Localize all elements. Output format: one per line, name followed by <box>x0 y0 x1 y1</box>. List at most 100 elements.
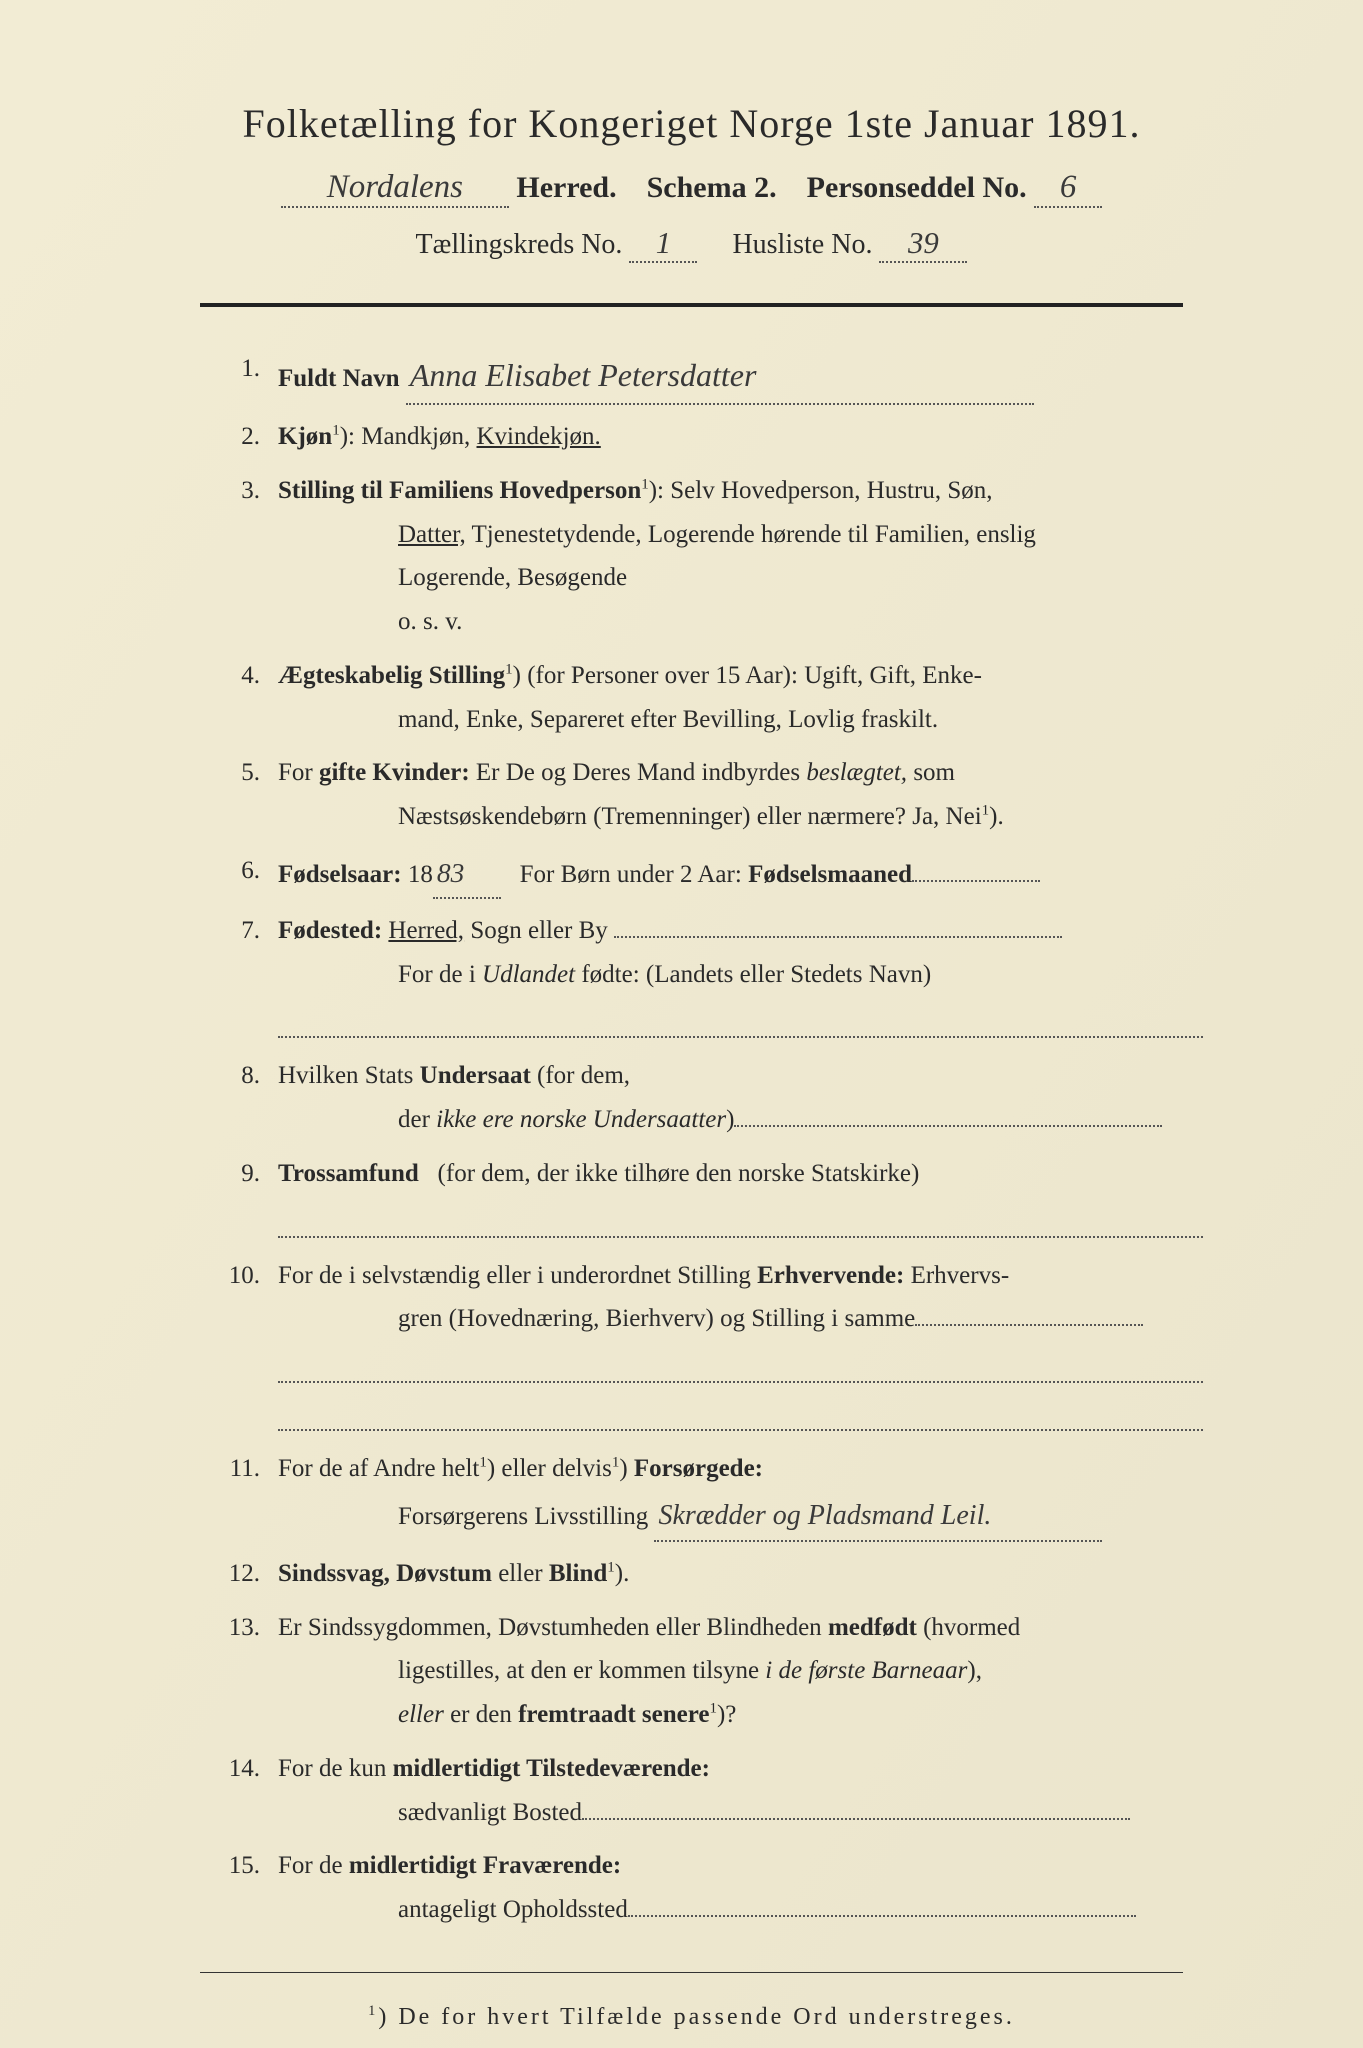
item-3: 3. Stilling til Familiens Hovedperson1):… <box>200 469 1203 644</box>
item-num: 11. <box>200 1447 278 1542</box>
item-4: 4. Ægteskabelig Stilling1) (for Personer… <box>200 654 1203 742</box>
field-label: Fødselsaar: <box>278 861 402 888</box>
item-num: 8. <box>200 1054 278 1142</box>
option-female-selected: Kvindekjøn. <box>477 423 601 450</box>
item-8: 8. Hvilken Stats Undersaat (for dem, der… <box>200 1054 1203 1142</box>
kreds-value: 1 <box>629 226 697 263</box>
text: ikke ere norske Undersaatter <box>436 1106 726 1133</box>
supporter-occupation-value: Skrædder og Pladsmand Leil. <box>654 1491 1102 1542</box>
item-num: 3. <box>200 469 278 644</box>
field-label: medfødt <box>828 1614 917 1641</box>
birth-year-value: 83 <box>433 849 501 899</box>
text: For de <box>278 1852 343 1879</box>
item-7: 7. Fødested: Herred, Sogn eller By For d… <box>200 909 1203 1045</box>
text: der <box>398 1106 430 1133</box>
item-num: 10. <box>200 1254 278 1438</box>
item-15: 15. For de midlertidigt Fraværende: anta… <box>200 1844 1203 1932</box>
text: For de i <box>398 961 476 988</box>
text: For de kun <box>278 1755 386 1782</box>
header-line-2: Nordalens Herred. Schema 2. Personseddel… <box>140 169 1243 208</box>
text: ligestilles, at den er kommen tilsyne <box>398 1657 759 1684</box>
text: (for dem, der ikke tilhøre den norske St… <box>438 1160 920 1187</box>
field-label: midlertidigt Tilstedeværende: <box>393 1755 710 1782</box>
text: Tjenestetydende, Logerende hørende til F… <box>472 521 1036 548</box>
citizenship-value <box>734 1125 1162 1127</box>
text: Udlandet <box>482 961 575 988</box>
item-num: 4. <box>200 654 278 742</box>
item-num: 1. <box>200 347 278 405</box>
text: For <box>278 759 313 786</box>
divider-bottom <box>200 1972 1183 1973</box>
item-num: 15. <box>200 1844 278 1932</box>
text: Erhvervs- <box>911 1262 1010 1289</box>
text: antageligt Opholdssted <box>398 1896 628 1923</box>
text: For de af Andre helt <box>278 1455 479 1482</box>
item-num: 13. <box>200 1606 278 1737</box>
field-label: gifte Kvinder: <box>319 759 470 786</box>
field-label: Ægteskabelig Stilling <box>278 662 505 689</box>
birthplace-herred-selected: Herred, <box>388 917 464 944</box>
field-label: Stilling til Familiens Hovedperson <box>278 477 641 504</box>
item-num: 12. <box>200 1552 278 1596</box>
text: (for Personer over 15 Aar): <box>527 662 798 689</box>
field-label: midlertidigt Fraværende: <box>349 1852 621 1879</box>
text: sædvanligt Bosted <box>398 1799 582 1826</box>
personseddel-label: Personseddel No. <box>807 171 1027 204</box>
item-1: 1. Fuldt Navn Anna Elisabet Petersdatter <box>200 347 1203 405</box>
census-form-page: Folketælling for Kongeriget Norge 1ste J… <box>0 0 1363 2048</box>
field-label: Fødselsmaaned <box>748 861 912 888</box>
item-9: 9. Trossamfund (for dem, der ikke tilhør… <box>200 1152 1203 1244</box>
text: (for dem, <box>537 1062 630 1089</box>
birth-month-value <box>912 880 1040 882</box>
item-num: 7. <box>200 909 278 1045</box>
divider-top <box>200 303 1183 307</box>
field-label: Undersaat <box>420 1062 531 1089</box>
item-num: 2. <box>200 415 278 459</box>
field-label: Erhvervende: <box>757 1262 904 1289</box>
field-label: Fuldt Navn <box>278 365 400 392</box>
text: For de i selvstændig eller i underordnet… <box>278 1262 751 1289</box>
text: eller <box>498 1560 542 1587</box>
text: Er De og Deres Mand indbyrdes <box>476 759 800 786</box>
item-6: 6. Fødselsaar: 1883 For Børn under 2 Aar… <box>200 849 1203 899</box>
field-label: Kjøn <box>278 423 332 450</box>
field-label: Fødested: <box>278 917 382 944</box>
kreds-label: Tællingskreds No. <box>416 229 623 260</box>
text: Selv Hovedperson, Hustru, Søn, <box>670 477 992 504</box>
option-male: Mandkjøn, <box>361 423 470 450</box>
full-name-value: Anna Elisabet Petersdatter <box>406 347 1034 405</box>
husliste-label: Husliste No. <box>732 229 872 260</box>
text: Logerende, Besøgende <box>398 564 627 591</box>
footnote: 1) De for hvert Tilfælde passende Ord un… <box>140 2003 1243 2031</box>
text: fødte: (Landets eller Stedets Navn) <box>581 961 931 988</box>
field-label: Forsørgede: <box>634 1455 763 1482</box>
current-location-value <box>628 1915 1136 1917</box>
text: Forsørgerens Livsstilling <box>398 1503 648 1530</box>
text: o. s. v. <box>398 608 462 635</box>
fill-line <box>278 996 1203 1038</box>
footnote-text: De for hvert Tilfælde passende Ord under… <box>398 2004 1015 2030</box>
text: beslægtet, <box>806 759 907 786</box>
field-label: fremtraadt senere <box>518 1701 709 1728</box>
text: Sogn eller By <box>470 917 608 944</box>
item-num: 5. <box>200 751 278 839</box>
occupation-value <box>915 1324 1143 1326</box>
field-label: Trossamfund <box>278 1160 419 1187</box>
personseddel-value: 6 <box>1034 169 1102 208</box>
schema-label: Schema 2. <box>647 171 777 204</box>
year-prefix: 18 <box>408 861 433 888</box>
text: Er Sindssygdommen, Døvstumheden eller Bl… <box>278 1614 822 1641</box>
text: For Børn under 2 Aar: <box>520 861 742 888</box>
field-label: Blind <box>549 1560 607 1587</box>
text: (hvormed <box>923 1614 1020 1641</box>
text: i de første Barneaar <box>765 1657 967 1684</box>
text: gren (Hovednæring, Bierhverv) og Stillin… <box>398 1305 915 1332</box>
text: Ugift, Gift, Enke- <box>804 662 982 689</box>
fill-line <box>278 1341 1203 1383</box>
item-12: 12. Sindssvag, Døvstum eller Blind1). <box>200 1552 1203 1596</box>
item-14: 14. For de kun midlertidigt Tilstedevære… <box>200 1747 1203 1835</box>
text: Hvilken Stats <box>278 1062 413 1089</box>
page-title: Folketælling for Kongeriget Norge 1ste J… <box>140 100 1243 147</box>
fill-line <box>278 1389 1203 1431</box>
text: eller delvis <box>501 1455 611 1482</box>
